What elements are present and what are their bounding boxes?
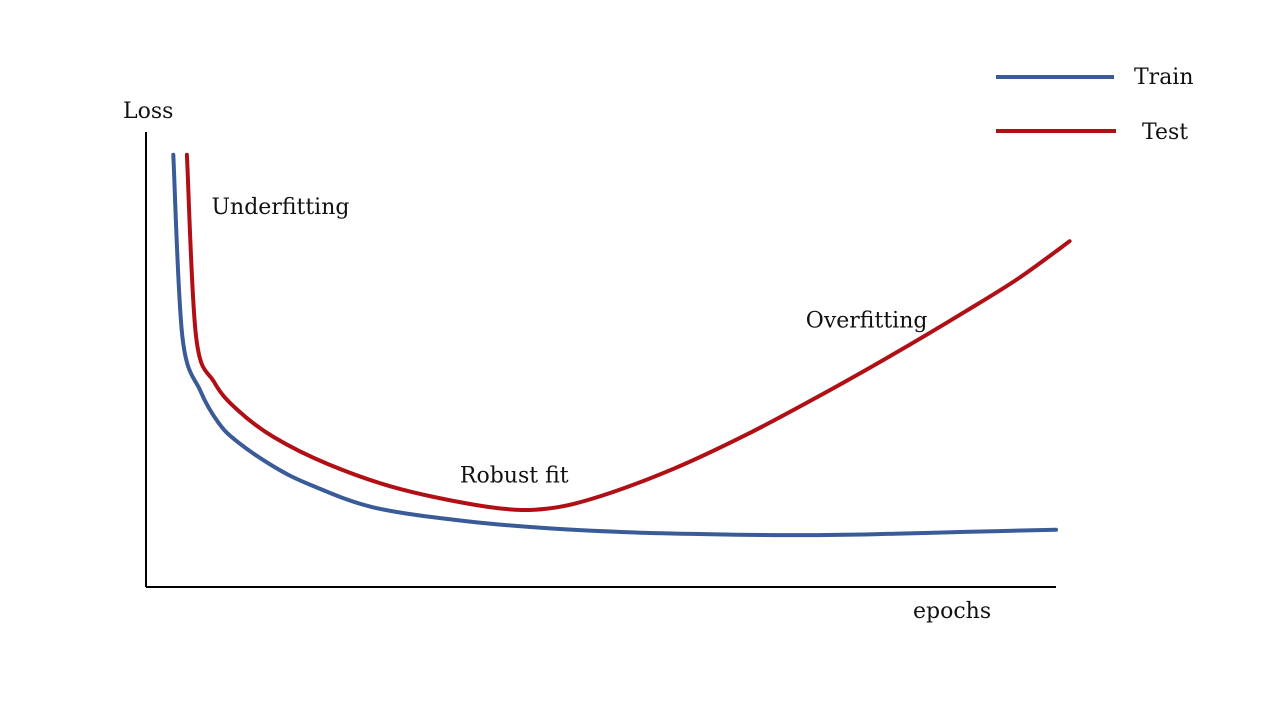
series-line-train	[171, 152, 1058, 538]
legend-label-test: Test	[1142, 120, 1188, 145]
series-line-test	[184, 152, 1072, 512]
x-axis-label: epochs	[913, 599, 991, 624]
legend-label-train: Train	[1134, 65, 1194, 90]
annotation-robust-fit: Robust fit	[460, 463, 569, 488]
series-layer	[171, 152, 1072, 538]
annotation-overfitting: Overfitting	[806, 309, 928, 334]
y-axis-label: Loss	[123, 99, 173, 124]
legend: Train Test	[996, 65, 1194, 145]
annotation-underfitting: Underfitting	[212, 195, 350, 220]
